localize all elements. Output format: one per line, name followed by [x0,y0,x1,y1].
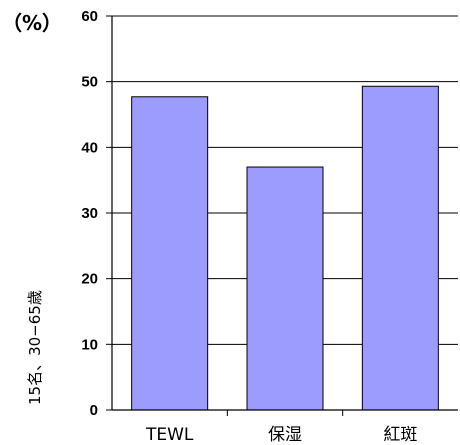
bars [131,85,439,411]
y-tick-label: 50 [81,74,98,91]
labels: 0 10 20 30 40 50 60 TEWL 保湿 紅斑 [81,8,417,445]
y-tick-label: 30 [81,205,98,222]
y-tick-label: 40 [81,139,98,156]
axes [106,15,458,416]
bar [361,85,439,411]
bar [131,96,209,411]
y-tick-label: 0 [90,402,98,419]
x-category-label: TEWL [145,425,194,445]
x-category-label: 保湿 [268,425,302,445]
sample-note: 15名、30−65歳 [26,290,44,405]
x-category-label: 紅斑 [383,425,417,445]
y-unit-label: （%） [2,11,62,35]
y-tick-label: 10 [81,336,98,353]
y-tick-label: 60 [81,8,98,25]
y-tick-label: 20 [81,271,98,288]
bar [246,166,324,411]
